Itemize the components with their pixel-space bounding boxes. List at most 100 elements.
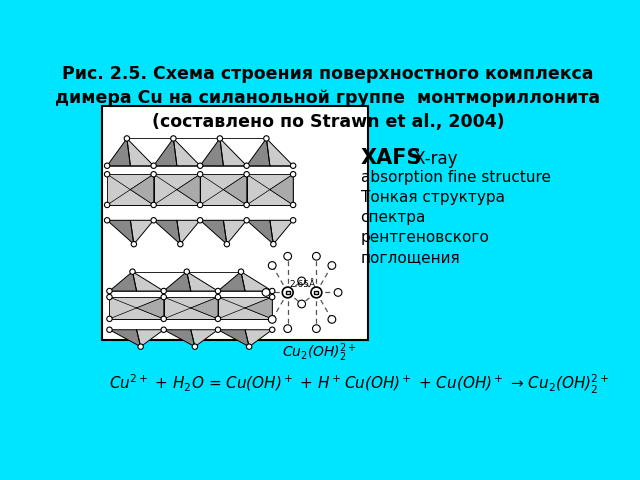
Circle shape bbox=[217, 136, 223, 141]
Text: Рис. 2.5. Схема строения поверхностного комплекса
димера Cu на силанольной групп: Рис. 2.5. Схема строения поверхностного … bbox=[56, 65, 600, 131]
Circle shape bbox=[184, 269, 189, 275]
Circle shape bbox=[246, 344, 252, 349]
Circle shape bbox=[178, 241, 183, 247]
Circle shape bbox=[124, 136, 130, 141]
Circle shape bbox=[104, 202, 110, 208]
Circle shape bbox=[171, 136, 176, 141]
Polygon shape bbox=[246, 174, 293, 205]
Text: Cu$^{2+}$ + H$_2$O = Cu(OH)$^+$ + H$^+$: Cu$^{2+}$ + H$_2$O = Cu(OH)$^+$ + H$^+$ bbox=[109, 373, 341, 395]
Text: спектра: спектра bbox=[360, 210, 426, 225]
Polygon shape bbox=[220, 138, 246, 166]
Polygon shape bbox=[132, 272, 164, 291]
Circle shape bbox=[224, 241, 230, 247]
Text: absorption fine structure: absorption fine structure bbox=[360, 170, 550, 185]
Polygon shape bbox=[246, 138, 270, 166]
Text: Cu$_2$(OH)$_2^{2+}$: Cu$_2$(OH)$_2^{2+}$ bbox=[282, 341, 356, 363]
Circle shape bbox=[291, 163, 296, 168]
Polygon shape bbox=[218, 297, 272, 319]
Circle shape bbox=[269, 288, 275, 294]
Polygon shape bbox=[136, 330, 164, 347]
Polygon shape bbox=[164, 330, 195, 347]
Polygon shape bbox=[109, 272, 136, 291]
Circle shape bbox=[282, 287, 293, 298]
Circle shape bbox=[107, 316, 112, 322]
Polygon shape bbox=[200, 138, 223, 166]
Polygon shape bbox=[131, 220, 154, 244]
Circle shape bbox=[215, 294, 221, 300]
Circle shape bbox=[312, 325, 320, 333]
Circle shape bbox=[244, 163, 250, 168]
Polygon shape bbox=[245, 297, 272, 319]
Circle shape bbox=[215, 316, 221, 322]
Polygon shape bbox=[223, 220, 246, 244]
Circle shape bbox=[291, 217, 296, 223]
Bar bbox=[102, 106, 367, 340]
Polygon shape bbox=[177, 174, 200, 205]
Circle shape bbox=[104, 217, 110, 223]
Polygon shape bbox=[107, 174, 154, 205]
Circle shape bbox=[107, 288, 112, 294]
Circle shape bbox=[312, 252, 320, 260]
Polygon shape bbox=[136, 297, 164, 319]
Polygon shape bbox=[191, 330, 218, 347]
Circle shape bbox=[298, 300, 305, 308]
Circle shape bbox=[104, 163, 110, 168]
Circle shape bbox=[161, 288, 166, 294]
Circle shape bbox=[244, 217, 250, 223]
Polygon shape bbox=[109, 330, 141, 347]
Bar bbox=[314, 290, 318, 294]
Polygon shape bbox=[191, 297, 218, 319]
Circle shape bbox=[262, 288, 270, 296]
Polygon shape bbox=[218, 272, 245, 291]
Circle shape bbox=[151, 171, 156, 177]
Polygon shape bbox=[200, 220, 227, 244]
Circle shape bbox=[291, 171, 296, 177]
Bar bbox=[286, 290, 290, 294]
Circle shape bbox=[328, 262, 336, 269]
Circle shape bbox=[269, 316, 275, 322]
Polygon shape bbox=[187, 272, 218, 291]
Circle shape bbox=[161, 294, 166, 300]
Circle shape bbox=[138, 344, 143, 349]
Circle shape bbox=[311, 287, 322, 298]
Circle shape bbox=[197, 171, 203, 177]
Polygon shape bbox=[131, 174, 154, 205]
Text: Cu(OH)$^+$ + Cu(OH)$^+$ → Cu$_2$(OH)$_2^{2+}$: Cu(OH)$^+$ + Cu(OH)$^+$ → Cu$_2$(OH)$_2^… bbox=[344, 373, 609, 396]
Circle shape bbox=[269, 294, 275, 300]
Circle shape bbox=[197, 217, 203, 223]
Circle shape bbox=[268, 262, 276, 269]
Polygon shape bbox=[164, 272, 191, 291]
Polygon shape bbox=[177, 220, 200, 244]
Polygon shape bbox=[241, 272, 272, 291]
Polygon shape bbox=[154, 174, 200, 205]
Polygon shape bbox=[164, 297, 218, 319]
Circle shape bbox=[284, 325, 292, 333]
Circle shape bbox=[244, 202, 250, 208]
Circle shape bbox=[291, 202, 296, 208]
Circle shape bbox=[151, 163, 156, 168]
Polygon shape bbox=[270, 220, 293, 244]
Circle shape bbox=[271, 241, 276, 247]
Polygon shape bbox=[266, 138, 293, 166]
Polygon shape bbox=[154, 220, 180, 244]
Polygon shape bbox=[154, 138, 177, 166]
Circle shape bbox=[107, 294, 112, 300]
Circle shape bbox=[192, 344, 198, 349]
Circle shape bbox=[151, 202, 156, 208]
Circle shape bbox=[268, 315, 276, 323]
Circle shape bbox=[284, 252, 292, 260]
Circle shape bbox=[151, 217, 156, 223]
Circle shape bbox=[107, 327, 112, 333]
Circle shape bbox=[131, 241, 136, 247]
Circle shape bbox=[130, 269, 135, 275]
Text: Тонкая структура: Тонкая структура bbox=[360, 190, 504, 205]
Polygon shape bbox=[173, 138, 200, 166]
Polygon shape bbox=[245, 330, 272, 347]
Polygon shape bbox=[246, 220, 273, 244]
Text: XAFS: XAFS bbox=[360, 148, 422, 168]
Circle shape bbox=[269, 327, 275, 333]
Circle shape bbox=[197, 202, 203, 208]
Circle shape bbox=[161, 316, 166, 322]
Circle shape bbox=[215, 327, 221, 333]
Circle shape bbox=[197, 163, 203, 168]
